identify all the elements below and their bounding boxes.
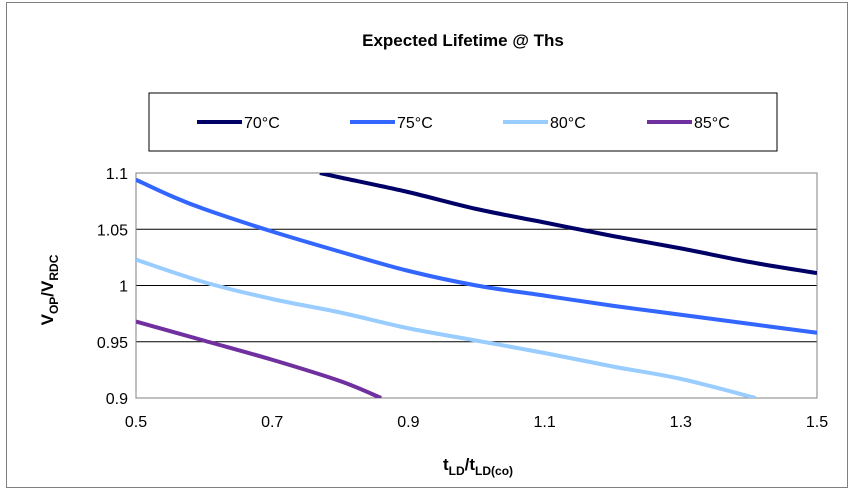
- x-tick-label-1: 0.7: [261, 414, 283, 431]
- chart-svg: Expected Lifetime @ Ths 70°C 75°C 80°C 85°C…: [38, 31, 828, 478]
- legend-item-3: 85°C: [647, 115, 730, 132]
- y-tick-label-3: 1.05: [97, 222, 128, 239]
- series-line-2: [136, 257, 757, 398]
- legend-label-2: 80°C: [550, 115, 586, 132]
- legend-item-0: 70°C: [197, 115, 280, 132]
- legend-label-1: 75°C: [397, 115, 433, 132]
- legend-label-3: 85°C: [694, 115, 730, 132]
- legend-item-1: 75°C: [350, 115, 433, 132]
- tick-layer: 0.9 0.95 1 1.05 1.1 0.5 0.7 0.9 1.1 1.3 1.5: [97, 166, 828, 431]
- y-tick-label-4: 1.1: [106, 166, 128, 183]
- legend-label-0: 70°C: [244, 115, 280, 132]
- x-axis-title: tLD/tLD(co): [443, 455, 513, 478]
- x-tick-label-3: 1.1: [533, 414, 555, 431]
- legend: 70°C 75°C 80°C 85°C: [148, 92, 778, 152]
- x-tick-label-5: 1.5: [806, 414, 828, 431]
- x-tick-label-4: 1.3: [670, 414, 692, 431]
- chart-title: Expected Lifetime @ Ths: [362, 31, 564, 50]
- y-tick-label-0: 0.9: [106, 391, 128, 408]
- chart-frame: Expected Lifetime @ Ths 70°C 75°C 80°C 85°C…: [6, 2, 848, 488]
- y-tick-label-1: 0.95: [97, 335, 128, 352]
- series-line-3: [136, 319, 382, 398]
- series-line-1: [136, 177, 817, 335]
- y-tick-label-2: 1: [119, 279, 128, 296]
- legend-item-2: 80°C: [503, 115, 586, 132]
- y-axis-title: VOP/VRDC: [38, 254, 61, 325]
- series-line-0: [319, 173, 817, 276]
- series-layer: [136, 173, 817, 398]
- x-tick-label-2: 0.9: [397, 414, 419, 431]
- x-tick-label-0: 0.5: [125, 414, 147, 431]
- plot-border: [135, 172, 818, 399]
